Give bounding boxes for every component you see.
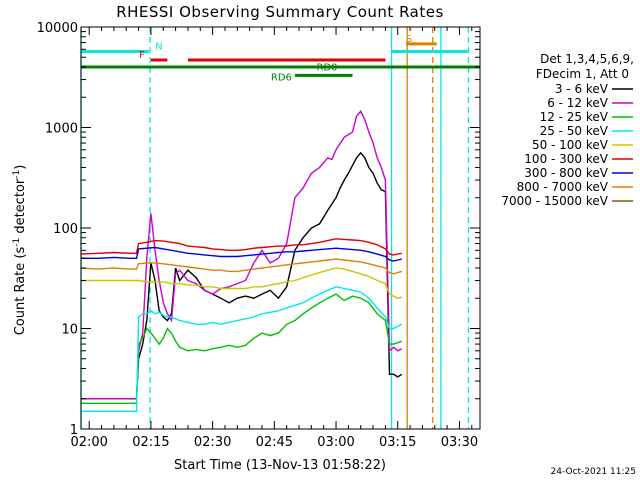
x-tick-label-6: 03:30 xyxy=(441,435,478,450)
y-axis-label-sup2: -1 xyxy=(12,170,22,179)
legend-label-3: 25 - 50 keV xyxy=(540,124,609,138)
legend-label-8: 7000 - 15000 keV xyxy=(501,194,608,208)
plot-area: NF S RD0 RD6 xyxy=(80,27,480,429)
legend-header-1: Det 1,3,4,5,6,9, xyxy=(540,52,634,66)
segment-label-7: RD6 xyxy=(271,72,292,83)
y-tick-label-0: 1 xyxy=(70,423,78,438)
segment-label-2: F xyxy=(139,50,145,61)
y-tick-label-2: 100 xyxy=(53,222,78,237)
x-tick-label-1: 02:15 xyxy=(132,435,169,450)
chart-title: RHESSI Observing Summary Count Rates xyxy=(116,3,444,21)
y-axis-label: Count Rate (s-1 detector-1) xyxy=(12,165,28,336)
legend-header-2: FDecim 1, Att 0 xyxy=(536,67,629,81)
y-axis-label-mid: detector xyxy=(13,178,28,238)
series-line-3 xyxy=(81,286,403,412)
segment-label-4: S xyxy=(406,34,412,45)
axes: 1 10 100 1000 10000 02:00 02:15 02:30 02:45 03:00… xyxy=(37,21,481,450)
x-axis-label: Start Time (13-Nov-13 01:58:22) xyxy=(174,458,386,473)
series-line-6 xyxy=(81,246,402,262)
x-tick-label-0: 02:00 xyxy=(70,435,107,450)
series-line-2 xyxy=(81,293,403,404)
series-line-7 xyxy=(80,258,402,275)
series-line-0 xyxy=(81,151,403,400)
legend-label-0: 3 - 6 keV xyxy=(555,82,609,96)
legend-label-4: 50 - 100 keV xyxy=(532,138,609,152)
y-axis-label-main: Count Rate (s xyxy=(13,247,28,336)
y-axis-label-sup1: -1 xyxy=(12,238,22,247)
y-tick-label-4: 10000 xyxy=(37,21,78,36)
x-tick-label-2: 02:30 xyxy=(194,435,231,450)
segment-label-0: N xyxy=(155,42,162,53)
plot-frame xyxy=(80,26,481,430)
series-line-4 xyxy=(81,267,402,299)
x-tick-label-3: 02:45 xyxy=(256,435,293,450)
footer-date: 24-Oct-2021 11:25 xyxy=(551,467,636,477)
y-axis-label-end: ) xyxy=(13,165,28,170)
y-tick-label-3: 1000 xyxy=(45,122,78,137)
segment-label-6: RD0 xyxy=(317,62,338,73)
legend-label-7: 800 - 7000 keV xyxy=(517,180,609,194)
x-tick-label-5: 03:15 xyxy=(379,435,416,450)
legend-label-5: 100 - 300 keV xyxy=(524,152,608,166)
legend-label-6: 300 - 800 keV xyxy=(524,166,608,180)
legend: Det 1,3,4,5,6,9, FDecim 1, Att 0 3 - 6 k… xyxy=(501,52,634,208)
legend-label-1: 6 - 12 keV xyxy=(547,96,609,110)
series-line-5 xyxy=(80,238,402,256)
y-tick-label-1: 10 xyxy=(61,323,78,338)
x-tick-label-4: 03:00 xyxy=(317,435,354,450)
legend-label-2: 12 - 25 keV xyxy=(540,110,609,124)
series-line-1 xyxy=(81,110,403,400)
